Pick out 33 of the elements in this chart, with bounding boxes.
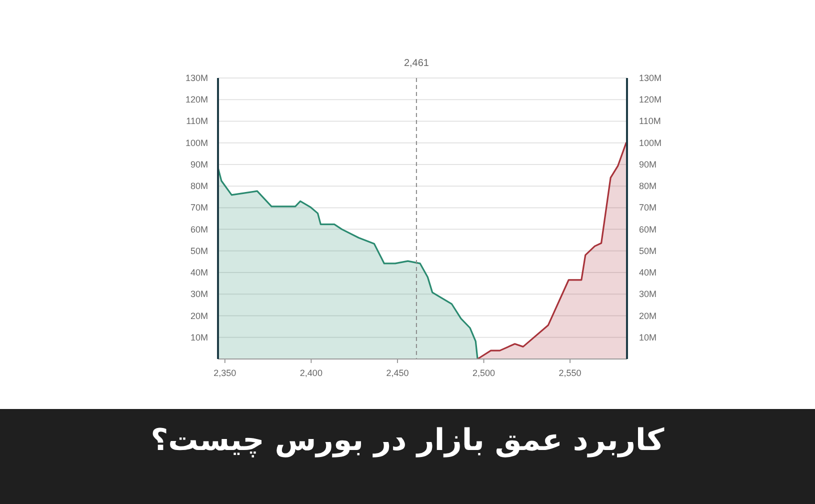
y-tick-label: 40M	[190, 268, 208, 278]
x-tick-label: 2,500	[472, 368, 496, 378]
y-tick-label: 80M	[190, 181, 208, 192]
y2-tick-label: 80M	[639, 181, 657, 192]
x-tick-label: 2,400	[300, 368, 322, 378]
y2-tick-label: 60M	[639, 224, 657, 234]
y-tick-label: 30M	[190, 289, 208, 300]
y-tick-label: 60M	[190, 224, 208, 234]
y2-tick-label: 120M	[639, 94, 662, 105]
y2-tick-label: 40M	[639, 268, 657, 278]
y2-tick-label: 20M	[639, 310, 657, 321]
y2-tick-label: 70M	[639, 202, 657, 213]
y-tick-label: 120M	[185, 94, 208, 105]
y-tick-label: 110M	[186, 116, 208, 126]
y-tick-label: 130M	[185, 73, 208, 83]
x-tick-label: 2,550	[558, 368, 582, 378]
y-tick-label: 90M	[190, 159, 208, 170]
y2-tick-label: 130M	[639, 73, 662, 83]
y-tick-label: 20M	[190, 310, 208, 321]
x-tick-label: 2,450	[386, 368, 409, 378]
y2-tick-label: 30M	[639, 289, 657, 300]
y2-tick-label: 100M	[639, 138, 662, 148]
y-tick-label: 100M	[185, 138, 208, 148]
x-tick-label: 2,350	[214, 368, 236, 378]
text: کاربرد عمق بازار در بورس چیست؟	[150, 423, 665, 458]
y2-tick-label: 110M	[639, 116, 661, 126]
y-tick-label: 10M	[190, 332, 208, 342]
y-tick-label: 70M	[190, 202, 208, 213]
y-tick-label: 50M	[190, 246, 208, 256]
y2-tick-label: 90M	[639, 159, 657, 170]
ref-line-label: 2,461	[404, 58, 430, 69]
y2-tick-label: 50M	[639, 246, 657, 256]
y2-tick-label: 10M	[639, 332, 657, 342]
